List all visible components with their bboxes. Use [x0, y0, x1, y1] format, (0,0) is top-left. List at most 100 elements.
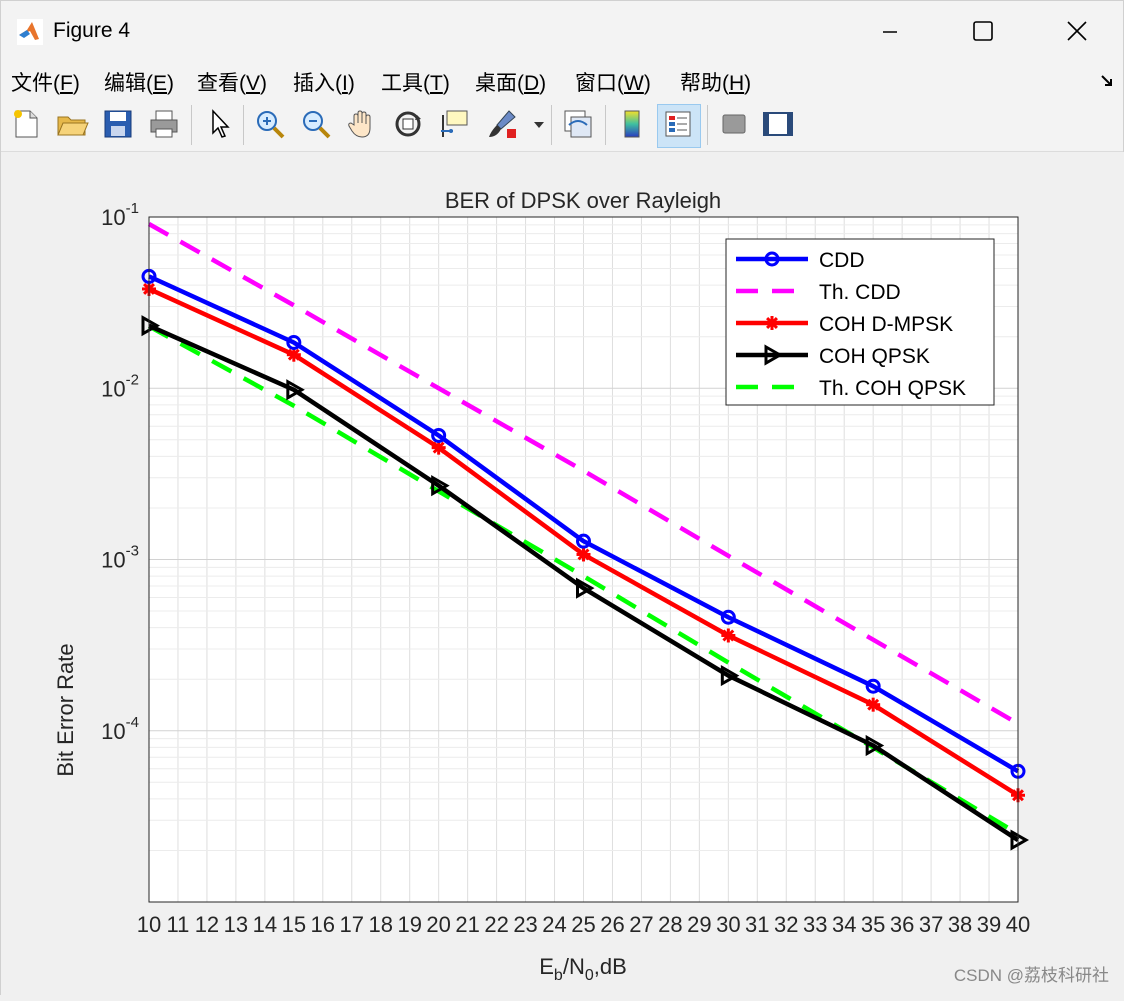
toolbar-separator [707, 105, 708, 145]
data-point-circle [431, 427, 447, 443]
x-tick-label: 22 [484, 912, 508, 937]
y-tick-label: 10-2 [101, 371, 139, 401]
data-point-circle [764, 251, 780, 267]
data-point-star [286, 347, 301, 362]
menu-help[interactable]: 帮助(H) [680, 72, 752, 95]
print-icon[interactable] [147, 107, 181, 141]
menu-edit[interactable]: 编辑(E) [104, 72, 175, 95]
legend-item[interactable]: CDD [736, 249, 865, 272]
show-plot-tools-icon[interactable] [761, 107, 795, 141]
x-tick-label: 18 [368, 912, 392, 937]
pointer-icon[interactable] [203, 107, 237, 141]
legend-item[interactable]: Th. COH QPSK [736, 377, 966, 400]
x-tick-label: 14 [253, 912, 277, 937]
dock-arrow-icon[interactable] [1099, 73, 1115, 89]
data-point-triangle [141, 315, 161, 337]
data-point-triangle [865, 734, 885, 757]
menu-desktop[interactable]: 桌面(D) [475, 72, 547, 95]
data-point-star [866, 697, 881, 712]
x-tick-label: 36 [890, 912, 914, 937]
data-point-triangle [764, 344, 784, 366]
data-cursor-icon[interactable] [437, 107, 471, 141]
matlab-icon [17, 19, 43, 45]
data-point-circle [286, 334, 302, 350]
x-tick-label: 20 [426, 912, 450, 937]
menu-tools[interactable]: 工具(T) [381, 72, 450, 95]
link-plot-icon[interactable] [561, 107, 595, 141]
data-point-star [576, 547, 591, 562]
menu-bar: 文件(F) 编辑(E) 查看(V) 插入(I) 工具(T) 桌面(D) 窗口(W… [1, 61, 1123, 99]
new-file-icon[interactable] [9, 107, 43, 141]
menu-file[interactable]: 文件(F) [11, 72, 80, 95]
x-tick-label: 10 [137, 912, 161, 937]
legend[interactable]: CDD Th. CDD COH D-MPSK COH QPSK Th. COH QPSK [725, 238, 995, 406]
y-tick-label: 10-3 [101, 543, 139, 573]
close-icon [1067, 21, 1087, 41]
x-tick-label: 13 [224, 912, 248, 937]
legend-item[interactable]: Th. CDD [736, 281, 901, 304]
x-tick-label: 32 [774, 912, 798, 937]
series-th-cdd [147, 222, 1020, 726]
y-tick-label: 10-4 [101, 714, 139, 744]
data-point-circle [865, 678, 881, 694]
open-folder-icon[interactable] [55, 107, 89, 141]
data-point-triangle [286, 379, 305, 401]
close-button[interactable] [1053, 9, 1099, 53]
x-tick-label: 35 [861, 912, 885, 937]
x-tick-label: 31 [745, 912, 769, 937]
chevron-down-icon[interactable] [533, 121, 545, 129]
legend-item[interactable]: COH D-MPSK [736, 313, 953, 336]
data-point-star [721, 628, 736, 643]
menu-view[interactable]: 查看(V) [197, 72, 268, 95]
menu-window[interactable]: 窗口(W) [575, 72, 651, 95]
y-tick-labels: 10-1 10-2 10-3 10-4 [101, 200, 139, 744]
x-tick-label: 26 [600, 912, 624, 937]
ber-chart: 10 11 12 13 14 15 16 17 18 19 20 21 22 23 24 25 26 27 28 29… [53, 188, 1030, 984]
series-line [148, 323, 1020, 842]
x-tick-label: 27 [629, 912, 653, 937]
x-tick-label: 39 [977, 912, 1001, 937]
y-axis-label: Bit Error Rate [53, 643, 78, 776]
legend-item[interactable]: COH QPSK [736, 344, 930, 368]
y-tick-label: 10-1 [101, 200, 139, 230]
rotate-3d-icon[interactable] [391, 107, 425, 141]
minimize-button[interactable] [867, 9, 913, 53]
title-bar: Figure 4 [1, 1, 1123, 61]
x-tick-label: 33 [803, 912, 827, 937]
series-coh-qpsk [141, 315, 1030, 851]
brush-icon[interactable] [485, 107, 519, 141]
zoom-out-icon[interactable] [299, 107, 333, 141]
hide-plot-tools-icon[interactable] [717, 107, 751, 141]
minimize-icon [883, 31, 897, 33]
colorbar-icon[interactable] [615, 107, 649, 141]
x-tick-label: 30 [716, 912, 740, 937]
legend-icon[interactable] [661, 107, 695, 141]
x-tick-label: 38 [948, 912, 972, 937]
x-tick-label: 25 [571, 912, 595, 937]
chart-title: BER of DPSK over Rayleigh [445, 188, 721, 213]
x-tick-label: 37 [919, 912, 943, 937]
data-point-triangle [576, 577, 595, 599]
data-point-star [431, 440, 446, 455]
toolbar-separator [243, 105, 244, 145]
save-icon[interactable] [101, 107, 135, 141]
toolbar [1, 99, 1123, 152]
x-tick-label: 17 [340, 912, 364, 937]
x-tick-label: 24 [542, 912, 566, 937]
x-tick-label: 16 [311, 912, 335, 937]
zoom-in-icon[interactable] [253, 107, 287, 141]
x-tick-label: 21 [455, 912, 479, 937]
figure-canvas: 10 11 12 13 14 15 16 17 18 19 20 21 22 23 24 25 26 27 28 29… [1, 152, 1124, 996]
legend-label: COH D-MPSK [819, 313, 953, 336]
data-point-circle [720, 609, 736, 625]
pan-hand-icon[interactable] [345, 107, 379, 141]
x-tick-label: 15 [282, 912, 306, 937]
toolbar-separator [191, 105, 192, 145]
data-point-triangle [431, 475, 450, 497]
x-tick-label: 34 [832, 912, 856, 937]
menu-insert[interactable]: 插入(I) [293, 72, 355, 95]
maximize-button[interactable] [959, 9, 1005, 53]
x-tick-label: 12 [195, 912, 219, 937]
series-line [147, 222, 1020, 726]
